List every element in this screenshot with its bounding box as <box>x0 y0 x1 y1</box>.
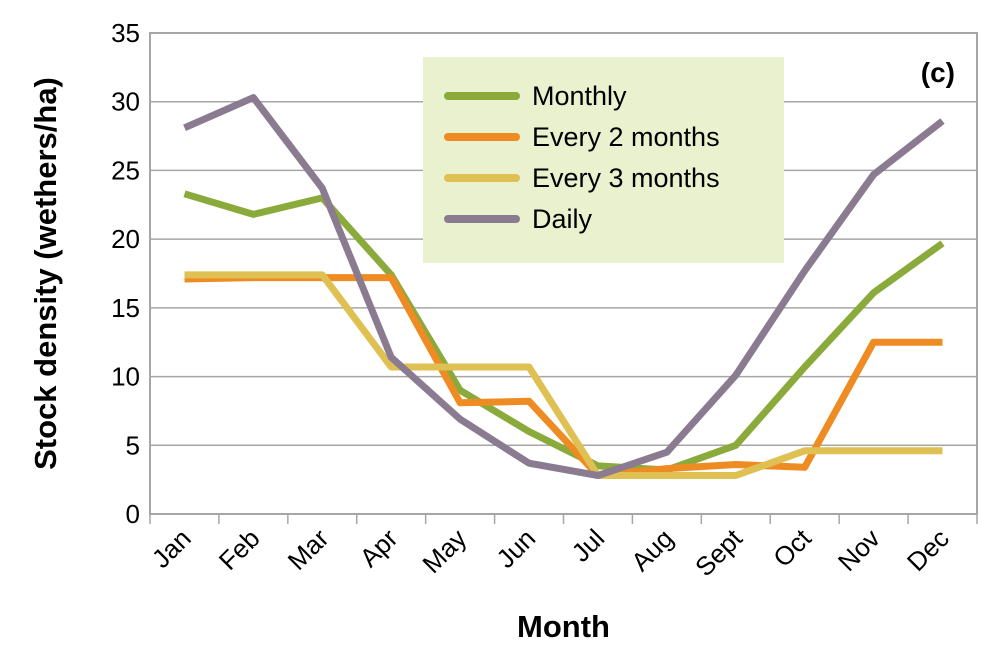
x-tick-label: Aug <box>625 523 679 577</box>
x-axis-ticks <box>149 514 978 524</box>
x-tick-label: Oct <box>767 522 817 572</box>
panel-label: (c) <box>921 57 955 88</box>
x-tick-label: Apr <box>354 523 404 573</box>
x-tick-label: Nov <box>832 523 886 577</box>
x-axis-tick-labels: Jan Feb Mar Apr May Jun Jul Aug Sept Oct Nov Dec <box>146 522 955 582</box>
y-tick-label: 0 <box>126 499 140 529</box>
legend-box <box>423 57 784 263</box>
series-line-monthly <box>183 190 945 474</box>
y-tick-label: 25 <box>111 155 140 185</box>
legend: Monthly Every 2 months Every 3 months Daily <box>423 57 784 263</box>
y-tick-label: 20 <box>111 224 140 254</box>
x-tick-label: Dec <box>901 523 955 577</box>
series-lines <box>183 94 945 479</box>
legend-label: Every 2 months <box>532 122 720 152</box>
y-tick-label: 5 <box>126 430 140 460</box>
y-tick-label: 30 <box>111 87 140 117</box>
x-tick-label: Jun <box>490 523 541 574</box>
x-tick-label: May <box>416 523 472 579</box>
y-axis-tick-labels: 0 5 10 15 20 25 30 35 <box>111 18 140 529</box>
x-tick-label: Mar <box>282 523 335 576</box>
y-axis-title: Stock density (wethers/ha) <box>28 77 63 470</box>
y-tick-label: 35 <box>111 18 140 48</box>
series-line-daily <box>183 94 945 479</box>
x-tick-label: Jan <box>146 523 197 574</box>
x-tick-label: Sept <box>689 522 749 582</box>
series-line-every-3-months <box>184 271 943 479</box>
x-tick-label: Jul <box>565 523 610 568</box>
y-tick-label: 10 <box>111 362 140 392</box>
legend-label: Every 3 months <box>532 163 720 193</box>
legend-label: Monthly <box>532 81 627 111</box>
legend-label: Daily <box>532 204 593 234</box>
x-axis-title: Month <box>517 609 610 644</box>
x-tick-label: Feb <box>213 523 266 576</box>
y-tick-label: 15 <box>111 293 140 323</box>
